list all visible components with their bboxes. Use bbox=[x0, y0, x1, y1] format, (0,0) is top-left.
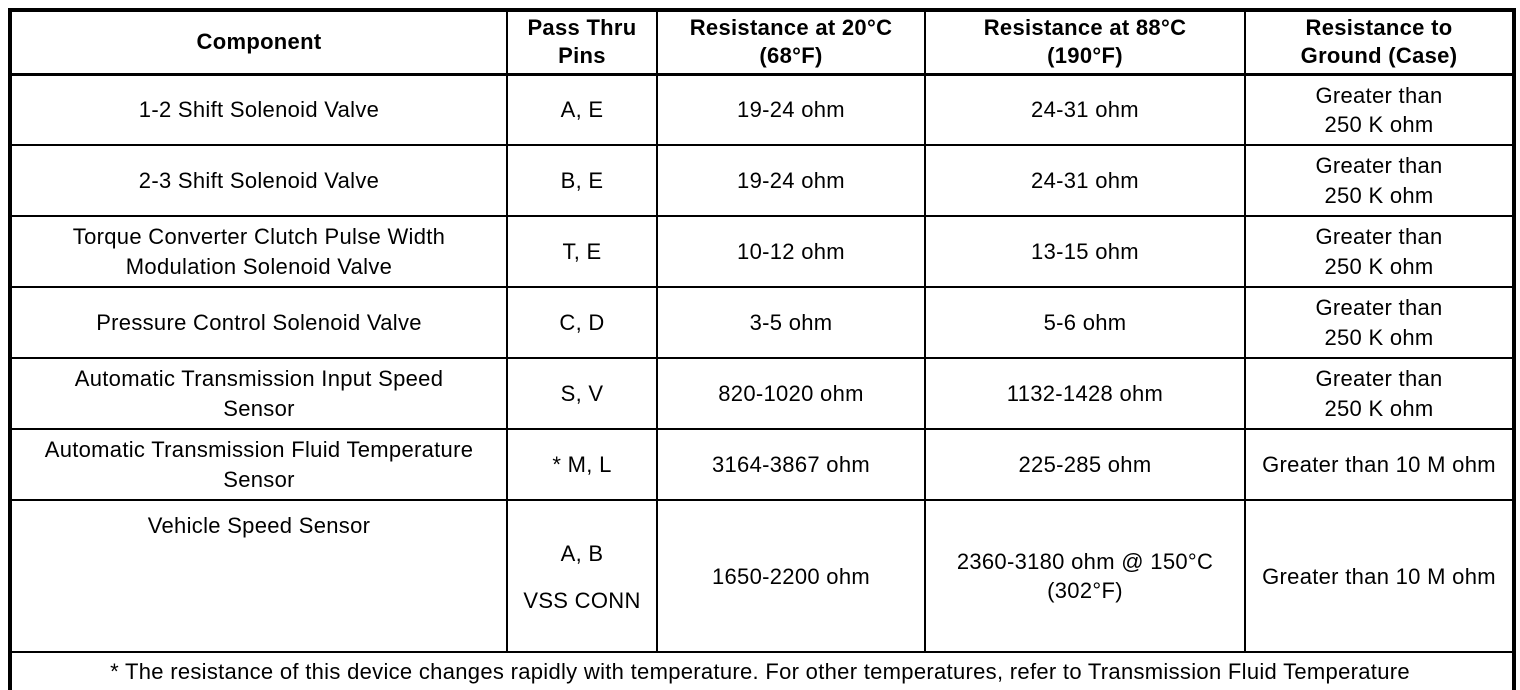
table-footnote: * The resistance of this device changes … bbox=[9, 651, 1515, 690]
cell-resistance-88c: 2360-3180 ohm @ 150°C (302°F) bbox=[924, 498, 1246, 654]
column-header-component: Component bbox=[9, 9, 508, 76]
cell-resistance-20c: 3164-3867 ohm bbox=[656, 428, 926, 501]
resistance-spec-table: Component Pass Thru Pins Resistance at 2… bbox=[8, 8, 1516, 690]
table-row: Automatic Transmission Input Speed Senso… bbox=[9, 357, 1515, 430]
cell-resistance-ground: Greater than 10 M ohm bbox=[1244, 428, 1515, 501]
pins-bottom-label: VSS CONN bbox=[523, 588, 641, 613]
cell-resistance-88c: 225-285 ohm bbox=[924, 428, 1246, 501]
table-row: 1-2 Shift Solenoid Valve A, E 19-24 ohm … bbox=[9, 73, 1515, 146]
column-header-resistance-88c: Resistance at 88°C (190°F) bbox=[924, 9, 1246, 76]
table-row: Automatic Transmission Fluid Temperature… bbox=[9, 428, 1515, 501]
cell-pass-thru-pins: A, E bbox=[506, 73, 658, 146]
cell-resistance-88c: 13-15 ohm bbox=[924, 215, 1246, 288]
cell-pass-thru-pins: S, V bbox=[506, 357, 658, 430]
cell-resistance-ground: Greater than 10 M ohm bbox=[1244, 498, 1515, 654]
cell-resistance-ground: Greater than 250 K ohm bbox=[1244, 73, 1515, 146]
cell-component: Automatic Transmission Input Speed Senso… bbox=[9, 357, 508, 430]
pins-split: A, B VSS CONN bbox=[512, 532, 652, 620]
cell-pass-thru-pins: T, E bbox=[506, 215, 658, 288]
cell-component: 1-2 Shift Solenoid Valve bbox=[9, 73, 508, 146]
table-row: Pressure Control Solenoid Valve C, D 3-5… bbox=[9, 286, 1515, 359]
column-header-resistance-ground: Resistance to Ground (Case) bbox=[1244, 9, 1515, 76]
cell-resistance-88c: 1132-1428 ohm bbox=[924, 357, 1246, 430]
table-row: Torque Converter Clutch Pulse Width Modu… bbox=[9, 215, 1515, 288]
cell-pass-thru-pins: A, B VSS CONN bbox=[506, 498, 658, 654]
cell-component: Torque Converter Clutch Pulse Width Modu… bbox=[9, 215, 508, 288]
pins-top-label: A, B bbox=[560, 541, 604, 567]
column-header-pass-thru-pins: Pass Thru Pins bbox=[506, 9, 658, 76]
cell-resistance-88c: 5-6 ohm bbox=[924, 286, 1246, 359]
table-row: Vehicle Speed Sensor A, B VSS CONN 1650-… bbox=[9, 498, 1515, 654]
cell-component: Automatic Transmission Fluid Temperature… bbox=[9, 428, 508, 501]
cell-resistance-20c: 1650-2200 ohm bbox=[656, 498, 926, 654]
cell-resistance-20c: 19-24 ohm bbox=[656, 144, 926, 217]
cell-resistance-ground: Greater than 250 K ohm bbox=[1244, 286, 1515, 359]
cell-resistance-20c: 3-5 ohm bbox=[656, 286, 926, 359]
cell-resistance-20c: 820-1020 ohm bbox=[656, 357, 926, 430]
table-header-row: Component Pass Thru Pins Resistance at 2… bbox=[9, 9, 1515, 76]
footnote-row: * The resistance of this device changes … bbox=[9, 651, 1515, 690]
cell-resistance-88c: 24-31 ohm bbox=[924, 144, 1246, 217]
cell-pass-thru-pins: B, E bbox=[506, 144, 658, 217]
table-row: 2-3 Shift Solenoid Valve B, E 19-24 ohm … bbox=[9, 144, 1515, 217]
cell-resistance-88c: 24-31 ohm bbox=[924, 73, 1246, 146]
cell-component: 2-3 Shift Solenoid Valve bbox=[9, 144, 508, 217]
cell-component: Pressure Control Solenoid Valve bbox=[9, 286, 508, 359]
cell-pass-thru-pins: C, D bbox=[506, 286, 658, 359]
cell-pass-thru-pins: * M, L bbox=[506, 428, 658, 501]
cell-resistance-20c: 19-24 ohm bbox=[656, 73, 926, 146]
cell-component: Vehicle Speed Sensor bbox=[9, 498, 508, 654]
cell-resistance-ground: Greater than 250 K ohm bbox=[1244, 357, 1515, 430]
column-header-resistance-20c: Resistance at 20°C (68°F) bbox=[656, 9, 926, 76]
cell-resistance-ground: Greater than 250 K ohm bbox=[1244, 215, 1515, 288]
cell-resistance-ground: Greater than 250 K ohm bbox=[1244, 144, 1515, 217]
cell-resistance-20c: 10-12 ohm bbox=[656, 215, 926, 288]
